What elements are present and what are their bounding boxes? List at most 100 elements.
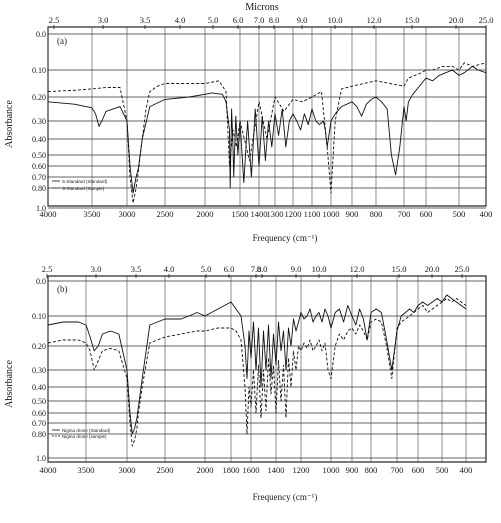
panel-a-top-tick-label: 4.0 xyxy=(175,15,186,25)
panel-b-top-tick-label: 25.0 xyxy=(455,264,470,274)
panel-b-x-tick-label: 1000 xyxy=(323,465,340,475)
panel-b-top-tick-label: 7.0 xyxy=(251,264,262,274)
panel-a-y-tick-label: 0.30 xyxy=(32,117,46,126)
panel-a-x-tick-label: 3000 xyxy=(119,209,136,219)
panel-b-top-tick-label: 9.0 xyxy=(291,264,302,274)
panel-b-y-tick-label: 1.0 xyxy=(36,454,46,463)
panel-b-y-tick-label: 0.10 xyxy=(32,312,46,321)
panel-a-top-tick-label: 7.0 xyxy=(254,15,265,25)
panel-a-y-tick-label: 0.60 xyxy=(32,162,46,171)
panel-b-top-tick-label: 15.0 xyxy=(392,264,407,274)
panel-a-x-tick-label: 500 xyxy=(453,209,466,219)
panel-b-top-tick-label: 10.0 xyxy=(312,264,327,274)
panel-a-top-axis-title: Microns xyxy=(245,2,278,13)
panel-b-top-tick-label: 5.0 xyxy=(201,264,212,274)
panel-a-top-tick-label: 9.0 xyxy=(297,15,308,25)
panel-a-y-tick-label: 0.70 xyxy=(32,173,46,182)
panel-b-top-tick-label: 6.0 xyxy=(224,264,235,274)
panel-b-y-tick-label: 0.60 xyxy=(32,409,46,418)
panel-a-x-tick-label: 1500 xyxy=(232,209,249,219)
panel-b-plot-area: 0.0 0.10 0.20 0.30 0.40 0.50 0.600.70 0.80 1.0 40… xyxy=(32,264,487,475)
panel-b-x-tick-label: 3000 xyxy=(119,465,136,475)
panel-a-top-tick-label: 25.0 xyxy=(479,15,494,25)
panel-a-y-tick-label: 0.50 xyxy=(32,151,46,160)
panel-a-top-tick-label: 5.0 xyxy=(208,15,219,25)
panel-a-x-tick-label: 1100 xyxy=(304,209,321,219)
panel-a-top-tick-label: 3.5 xyxy=(140,15,151,25)
panel-b-top-tick-label: 20.0 xyxy=(425,264,440,274)
panel-a-x-tick-label: 1300 xyxy=(267,209,284,219)
panel-a-x-tick-label: 600 xyxy=(420,209,433,219)
panel-a-y-tick-label: 0.20 xyxy=(32,93,46,102)
panel-b-label: (b) xyxy=(57,284,68,294)
panel-a-x-tick-label: 1200 xyxy=(285,209,302,219)
panel-a-label: (a) xyxy=(57,36,67,46)
panel-b-top-tick-label: 2.5 xyxy=(42,264,53,274)
panel-a-x-tick-label: 2500 xyxy=(157,209,174,219)
panel-b-top-tick-label: 3.0 xyxy=(91,264,102,274)
panel-b-x-tick-label: 500 xyxy=(436,465,449,475)
panel-b-x-tick-label: 2500 xyxy=(157,465,174,475)
panel-b-x-tick-label: 4000 xyxy=(40,465,57,475)
panel-b-y-tick-label: 0.20 xyxy=(32,342,46,351)
panel-a-x-tick-label: 400 xyxy=(480,209,493,219)
panel-a-series-1-line xyxy=(47,65,487,194)
panel-b-x-tick-label: 1200 xyxy=(293,465,310,475)
panel-b-x-tick-label: 600 xyxy=(412,465,425,475)
panel-a-legend: S-Standard (Standard) S-Standard (Sample… xyxy=(62,179,108,191)
panel-a-top-tick-label: 20.0 xyxy=(449,15,464,25)
panel-a-top-tick-label: 6.0 xyxy=(233,15,244,25)
panel-a: Microns Absorbance Frequency (cm⁻¹) (a) … xyxy=(4,2,493,243)
panel-a-top-tick-label: 12.0 xyxy=(367,15,382,25)
panel-a-series-2-line xyxy=(47,62,487,204)
panel-a-top-tick-label: 3.0 xyxy=(98,15,109,25)
panel-a-legend-label-2: S-Standard (Sample) xyxy=(62,186,105,191)
panel-b-x-tick-label: 900 xyxy=(346,465,359,475)
panel-b-x-tick-label: 1400 xyxy=(268,465,285,475)
panel-b-top-tick-label: 12.0 xyxy=(350,264,365,274)
panel-b-y-tick-label: 0.50 xyxy=(32,397,46,406)
panel-a-x-tick-label: 1400 xyxy=(251,209,268,219)
panel-a-top-tick-label: 10.0 xyxy=(328,15,343,25)
panel-b-y-tick-label: 0.40 xyxy=(32,383,46,392)
panel-a-y-tick-label: 0.80 xyxy=(32,184,46,193)
panel-b-top-tick-label: 3.5 xyxy=(131,264,142,274)
panel-b-x-tick-label: 1800 xyxy=(223,465,240,475)
panel-b: Absorbance Frequency (cm⁻¹) (b) Nigma dr… xyxy=(4,264,487,502)
panel-b-x-tick-label: 400 xyxy=(460,465,473,475)
panel-b-y-tick-label: 0.30 xyxy=(32,366,46,375)
panel-a-y-tick-label: 0.10 xyxy=(32,66,46,75)
panel-a-x-tick-label: 4000 xyxy=(40,209,57,219)
panel-b-legend-label-1: Nigma drone (Standard) xyxy=(62,428,111,433)
panel-a-y-tick-label: 0.40 xyxy=(32,135,46,144)
panel-b-x-tick-label: 1600 xyxy=(243,465,260,475)
panel-b-x-axis-title: Frequency (cm⁻¹) xyxy=(253,492,318,502)
panel-b-x-tick-label: 3500 xyxy=(78,465,95,475)
panel-b-y-axis-title: Absorbance xyxy=(4,360,15,408)
panel-b-y-tick-label: 0.80 xyxy=(32,430,46,439)
panel-a-x-tick-label: 800 xyxy=(370,209,383,219)
panel-a-x-tick-label: 2000 xyxy=(197,209,214,219)
panel-a-x-axis-title: Frequency (cm⁻¹) xyxy=(253,233,318,243)
panel-a-y-tick-label: 0.0 xyxy=(36,30,46,39)
panel-b-x-tick-label: 700 xyxy=(391,465,404,475)
panel-a-top-tick-label: 2.5 xyxy=(49,15,60,25)
panel-a-y-tick-label: 1.0 xyxy=(36,204,46,213)
panel-a-x-tick-label: 1000 xyxy=(323,209,340,219)
panel-b-y-tick-label: 0.0 xyxy=(36,277,46,286)
panel-b-top-tick-label: 8.0 xyxy=(257,264,268,274)
panel-a-x-tick-label: 700 xyxy=(398,209,411,219)
panel-a-x-tick-label: 3500 xyxy=(84,209,101,219)
panel-a-y-axis-title: Absorbance xyxy=(4,100,15,148)
panel-a-legend-label-1: S-Standard (Standard) xyxy=(62,179,108,184)
panel-a-top-tick-label: 8.0 xyxy=(269,15,280,25)
panel-b-x-tick-label: 2000 xyxy=(197,465,214,475)
panel-a-x-tick-label: 900 xyxy=(346,209,359,219)
panel-b-x-tick-label: 800 xyxy=(365,465,378,475)
panel-b-legend-label-2: Nigma drone (sample) xyxy=(62,434,107,439)
panel-b-legend: Nigma drone (Standard) Nigma drone (samp… xyxy=(62,428,111,439)
panel-b-top-tick-label: 4.0 xyxy=(164,264,175,274)
panel-b-y-tick-label: 0.70 xyxy=(32,419,46,428)
